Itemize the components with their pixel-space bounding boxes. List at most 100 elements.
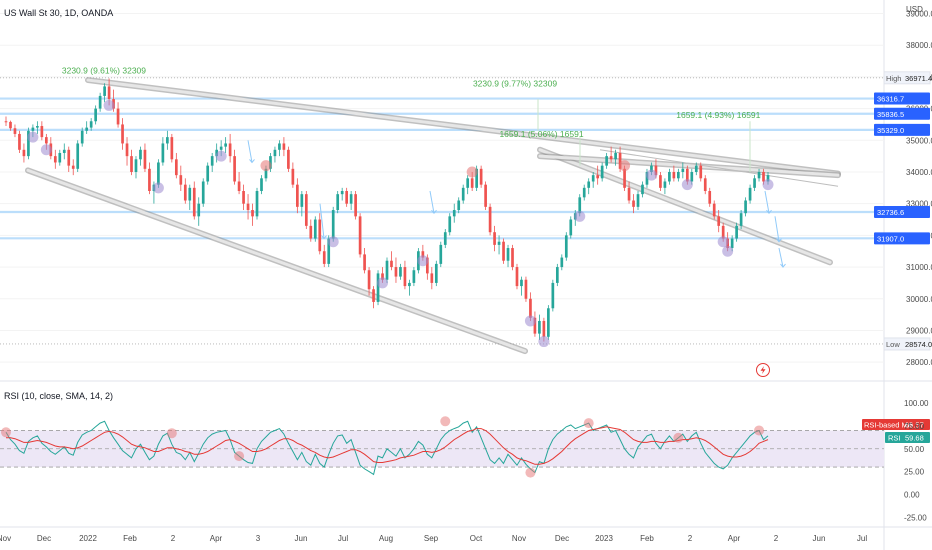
candle-body xyxy=(260,178,263,191)
candle-body xyxy=(296,184,299,207)
candle-body xyxy=(448,216,452,233)
time-tick-label: 2022 xyxy=(79,534,97,543)
candle-body xyxy=(40,126,44,138)
rsi-marker xyxy=(166,428,177,439)
candle-body xyxy=(273,149,277,157)
rsi-tick-label: 100.00 xyxy=(904,399,929,408)
projection-arrowhead xyxy=(431,209,437,214)
candle-body xyxy=(529,298,532,318)
lightning-icon[interactable] xyxy=(756,363,770,377)
candle-body xyxy=(524,279,528,299)
candle-body xyxy=(614,152,617,160)
candle-body xyxy=(139,149,142,160)
candle-body xyxy=(18,133,21,150)
candle-body xyxy=(605,156,608,166)
candle-body xyxy=(493,232,496,245)
chart-title: US Wall St 30, 1D, OANDA xyxy=(4,8,113,18)
candle-body xyxy=(224,143,227,147)
time-tick-label: Nov xyxy=(0,534,11,543)
rsi-tick-label: 75.00 xyxy=(904,422,925,431)
candle-body xyxy=(354,194,357,217)
channel-touch-marker xyxy=(722,245,734,257)
price-label-value: 35329.0 xyxy=(877,126,904,135)
projection-arrow xyxy=(319,203,325,239)
candle-body xyxy=(36,126,39,128)
candle-body xyxy=(591,175,595,182)
candle-body xyxy=(721,225,725,239)
candle-body xyxy=(201,181,205,204)
measure-annotation: 1659.1 (4.93%) 16591 xyxy=(676,110,760,120)
price-tick-label: 28000.0 xyxy=(906,358,932,367)
candle-body xyxy=(677,171,680,179)
time-tick-label: 2 xyxy=(171,534,176,543)
candle-body xyxy=(58,152,62,163)
candle-body xyxy=(582,187,586,198)
channel-touch-marker xyxy=(762,179,774,191)
candle-body xyxy=(246,203,250,211)
candle-body xyxy=(358,216,362,255)
candle-body xyxy=(735,225,738,239)
candle-body xyxy=(632,200,635,207)
candle-body xyxy=(237,181,241,191)
candle-body xyxy=(62,149,66,153)
time-tick-label: 3 xyxy=(256,534,261,543)
candle-body xyxy=(753,178,756,188)
candle-body xyxy=(385,260,389,280)
candle-body xyxy=(313,219,317,239)
candle-body xyxy=(107,86,111,100)
candle-body xyxy=(533,317,537,334)
candle-body xyxy=(345,191,349,204)
projection-arrow xyxy=(247,140,253,163)
candle-body xyxy=(134,159,138,172)
price-label-box xyxy=(874,206,930,219)
candle-body xyxy=(744,200,747,214)
projection-arrowhead xyxy=(780,263,786,268)
candle-body xyxy=(560,257,564,268)
candle-body xyxy=(94,108,97,122)
measure-annotation: 1659.1 (5.06%) 16591 xyxy=(499,129,583,139)
candle-body xyxy=(475,168,478,188)
time-tick-label: Jul xyxy=(338,534,348,543)
candle-body xyxy=(228,143,232,157)
candle-body xyxy=(681,168,685,172)
price-tick-label: 39000.0 xyxy=(906,10,932,19)
channel-touch-marker xyxy=(327,236,339,248)
time-axis[interactable]: Nov Dec 2022 Feb 2 Apr 3 Jun Jul Aug Sep Oct Nov Dec 2… xyxy=(0,534,867,543)
measure-annotation: 3230.9 (9.77%) 32309 xyxy=(473,78,557,88)
candle-body xyxy=(685,168,689,182)
candle-body xyxy=(71,165,75,169)
candle-body xyxy=(694,165,698,172)
channel-touch-marker xyxy=(215,150,227,162)
channel-touch-marker xyxy=(574,210,586,222)
projection-arrowhead xyxy=(321,235,327,240)
rsi-axis[interactable]: 100.00 75.00 50.00 25.00 0.00 -25.00 xyxy=(904,399,929,522)
candle-body xyxy=(251,210,254,217)
candle-body xyxy=(76,143,80,169)
projection-arrow xyxy=(774,216,780,242)
projection-arrowhead xyxy=(766,209,772,214)
candle-body xyxy=(757,171,761,179)
candle-body xyxy=(219,146,223,150)
candle-body xyxy=(421,251,425,258)
candle-body xyxy=(291,168,295,185)
candle-body xyxy=(538,320,541,334)
channel-touch-marker xyxy=(27,131,39,143)
channel-touch-marker xyxy=(619,160,631,172)
candle-body xyxy=(363,254,366,271)
channel-touch-marker xyxy=(538,336,550,348)
candle-body xyxy=(650,165,653,172)
candle-body xyxy=(340,191,344,195)
candle-body xyxy=(157,162,160,185)
candle-body xyxy=(116,108,120,125)
projection-arrowhead xyxy=(249,159,255,164)
candle-body xyxy=(555,267,559,283)
price-label-box xyxy=(883,71,931,85)
candle-body xyxy=(618,152,622,169)
candle-body xyxy=(143,149,147,169)
candle-body xyxy=(103,86,106,96)
price-label-box xyxy=(874,107,930,120)
candle-body xyxy=(98,95,102,109)
